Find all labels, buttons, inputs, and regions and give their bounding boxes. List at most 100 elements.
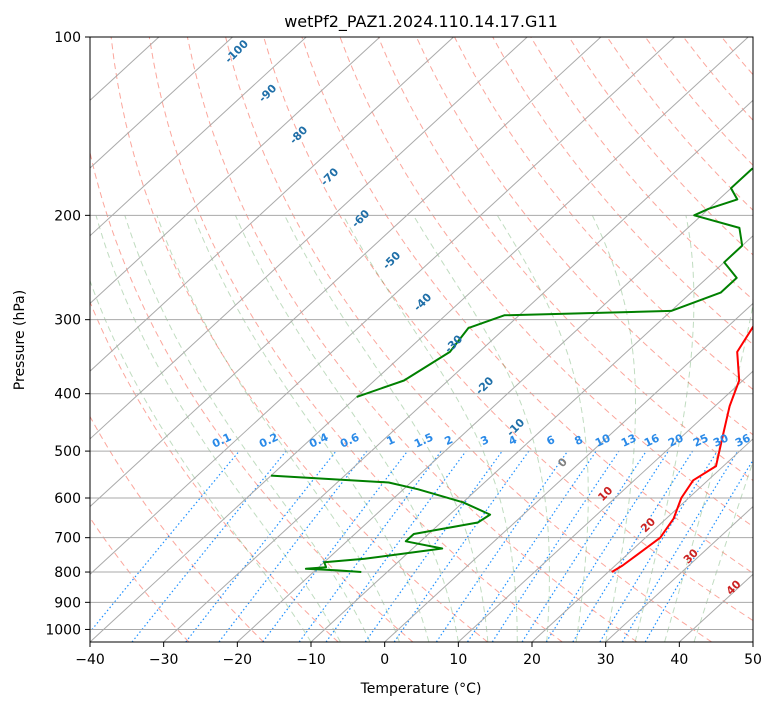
isotherm (90, 37, 528, 440)
mixing-ratio-label: 1.5 (412, 431, 435, 451)
mixing-ratio-line (298, 450, 442, 642)
profile-line (611, 324, 753, 573)
mixing-ratio-line (466, 450, 597, 642)
x-tick-label: −30 (149, 652, 179, 668)
x-tick-label: −40 (75, 652, 105, 668)
dry-adiabat (377, 37, 753, 482)
y-tick-label: 300 (54, 313, 81, 329)
mixing-ratio-label: 36 (733, 431, 753, 449)
mixing-ratio-label: 0.1 (210, 431, 233, 451)
mixing-ratio-line (572, 450, 694, 642)
mixing-ratio-line (364, 450, 503, 642)
mixing-ratio-label: 13 (619, 431, 638, 449)
dry-adiabat-label: -80 (287, 123, 310, 146)
isotherm (384, 302, 753, 642)
isotherm (531, 438, 753, 642)
dry-adiabat (415, 37, 753, 436)
y-tick-label: 900 (54, 595, 81, 611)
dry-adiabat-label: -70 (318, 165, 341, 188)
mixing-ratio-line (435, 450, 569, 642)
mixing-ratio-label: 30 (711, 431, 731, 449)
isotherm (90, 37, 749, 642)
isotherm (90, 37, 381, 305)
y-tick-label: 200 (54, 208, 81, 224)
mixing-ratio-label: 10 (593, 431, 613, 449)
y-axis-label: Pressure (hPa) (12, 290, 28, 390)
moist-adiabat (192, 215, 430, 642)
isotherm (752, 641, 753, 642)
dry-adiabat (454, 37, 753, 391)
moist-adiabat (95, 215, 341, 642)
moist-adiabat-label: 0 (555, 455, 570, 470)
mixing-ratio-line (131, 450, 287, 642)
y-tick-label: 600 (54, 491, 81, 507)
dry-adiabat (301, 37, 753, 574)
profiles (270, 167, 753, 573)
x-tick-label: 0 (380, 652, 389, 668)
moist-adiabat (90, 279, 312, 642)
profile-line (356, 167, 753, 398)
dry-adiabat-label: -60 (349, 207, 372, 230)
mixing-ratio-label: 2 (443, 433, 455, 448)
y-tick-label: 1000 (45, 622, 81, 638)
isotherm (605, 505, 753, 642)
dry-adiabat-label: -40 (411, 290, 434, 313)
mixing-ratio-line (545, 450, 669, 642)
dry-adiabat-label: -50 (380, 249, 403, 272)
x-axis-label: Temperature (°C) (360, 681, 482, 697)
mixing-ratio-line (599, 450, 718, 642)
mixing-ratio-line (90, 450, 240, 633)
y-tick-label: 700 (54, 531, 81, 547)
x-tick-label: 40 (670, 652, 688, 668)
dry-adiabat (492, 37, 753, 346)
mixing-ratio-label: 25 (691, 431, 710, 449)
moist-adiabat (591, 215, 636, 642)
y-tick-label: 100 (54, 30, 81, 46)
dry-adiabat (721, 37, 753, 76)
dry-adiabat-label: -90 (256, 82, 279, 105)
mixing-ratio-line (262, 450, 408, 642)
isotherm (90, 37, 602, 508)
mixing-ratio-label: 0.2 (257, 431, 280, 451)
isotherm (236, 167, 753, 642)
dry-adiabat (683, 37, 753, 122)
isotherm (457, 370, 753, 642)
isotherm (90, 37, 233, 169)
x-tick-label: 50 (744, 652, 762, 668)
y-axis: 100 200 300 400 500 600 700 800 900 1000 (45, 30, 90, 638)
dry-adiabat (90, 415, 264, 642)
mixing-ratio-label: 16 (642, 431, 662, 449)
dry-adiabat (760, 37, 775, 642)
chart-title: wetPf2_PAZ1.2024.110.14.17.G11 (284, 12, 558, 32)
dry-adiabat (186, 37, 638, 642)
mixing-ratio-label: 20 (666, 431, 686, 449)
moist-adiabat (634, 215, 695, 642)
mixing-ratio-line (621, 450, 739, 642)
profile-line (270, 474, 492, 573)
moist-adiabat (693, 459, 753, 642)
dry-adiabat (110, 37, 488, 642)
x-tick-label: 30 (597, 652, 615, 668)
mixing-ratio-label: 0.6 (338, 430, 361, 450)
mixing-ratio-label: 6 (545, 433, 558, 448)
isotherm (163, 99, 753, 642)
moist-adiabat (342, 215, 518, 642)
y-tick-label: 500 (54, 444, 81, 460)
moist-adiabat-label: 40 (724, 577, 744, 597)
dry-adiabat (90, 300, 339, 642)
moist-adiabat (156, 215, 400, 642)
plot-frame (89, 36, 754, 643)
mixing-ratio-label: 4 (507, 433, 520, 448)
moist-adiabat (412, 215, 550, 642)
dry-adiabat (90, 150, 414, 642)
dry-adiabat (263, 37, 753, 622)
y-tick-label: 400 (54, 387, 81, 403)
x-tick-label: −20 (223, 652, 253, 668)
moist-adiabat (664, 302, 753, 642)
background-lines (90, 37, 775, 642)
mixing-ratio-label: 8 (573, 433, 585, 448)
moist-adiabat (284, 215, 489, 642)
mixing-ratio-line (491, 450, 620, 642)
grid (90, 37, 753, 642)
mixing-ratio-line (325, 450, 467, 642)
